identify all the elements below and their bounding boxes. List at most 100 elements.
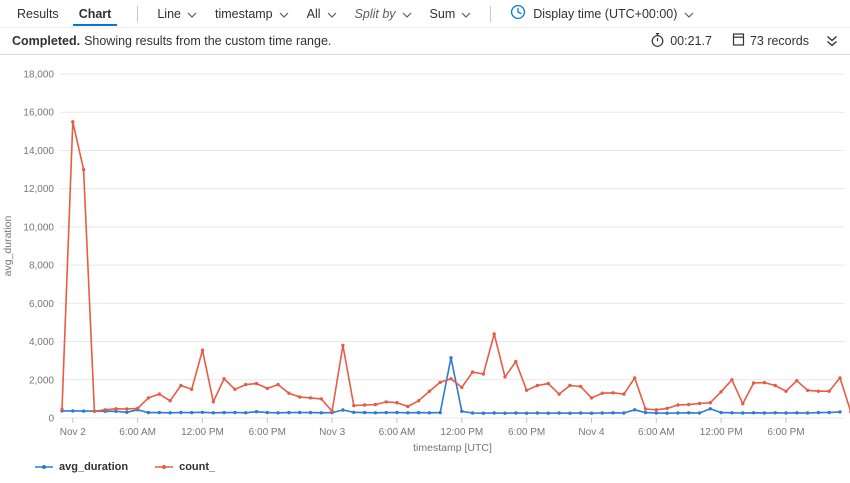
data-point [697,401,702,406]
data-point [222,377,226,381]
data-point [265,386,269,391]
data-point [449,356,453,360]
data-point [71,409,75,413]
y-axis-tick-label: 0 [48,414,54,425]
data-point [568,411,572,415]
chevron-down-icon [327,7,337,21]
legend-item-avg-duration[interactable]: avg_duration [34,461,128,473]
x-axis-tick-label: 12:00 PM [440,427,483,438]
x-axis-dropdown[interactable]: timestamp [215,7,289,21]
data-point [179,410,183,415]
data-point [427,411,432,415]
data-point [535,383,540,388]
data-point [827,410,831,415]
y-axis-tick-label: 8,000 [29,261,54,272]
status-completed-label: Completed. [12,34,81,48]
elapsed-time-value: 00:21.7 [670,34,712,48]
data-point [308,410,313,415]
data-point [805,411,810,415]
x-axis-title: timestamp [UTC] [413,442,492,454]
data-point [298,395,302,399]
x-axis-tick-label: 12:00 PM [700,427,743,438]
toolbar-divider [137,5,139,22]
data-point [114,409,118,413]
data-point [524,388,529,392]
data-point [751,411,756,415]
data-point [816,410,821,415]
data-point [298,410,302,415]
data-point [470,411,475,415]
data-point [233,387,237,391]
y-axis-tick-label: 16,000 [23,108,54,119]
x-axis-tick-label: 6:00 AM [119,427,156,438]
data-point [438,410,442,415]
timechart-area: 0 2,000 4,000 6,000 8,000 10,000 12,000 14,000 1… [0,55,850,459]
split-by-dropdown[interactable]: Split by [355,7,412,21]
data-point [276,382,280,387]
chevron-down-icon [187,7,197,21]
data-point [233,410,237,415]
data-point [352,403,356,408]
stopwatch-icon [650,32,665,51]
data-point [643,407,648,411]
y-axis-tick-label: 18,000 [23,70,54,81]
data-point [362,410,367,415]
y-axis-tick-label: 6,000 [29,299,54,310]
aggregation-dropdown[interactable]: Sum [430,7,472,21]
data-point [773,383,777,388]
records-count-value: 73 records [749,34,809,48]
data-point [622,392,626,396]
timechart-canvas[interactable]: 0 2,000 4,000 6,000 8,000 10,000 12,000 14,000 1… [0,55,850,459]
data-point [460,385,464,390]
query-status-bar: Completed. Showing results from the custo… [0,28,850,55]
y-axis-dropdown[interactable]: All [307,7,337,21]
tab-results[interactable]: Results [17,7,59,21]
data-point [535,411,540,415]
data-point [449,377,453,381]
chevron-down-icon [402,7,412,21]
data-point [211,400,215,404]
data-point [265,410,269,415]
data-point [719,410,723,415]
data-point [319,397,323,401]
data-point [460,409,464,413]
data-point [730,378,734,382]
data-point [805,388,810,392]
data-point [71,120,75,124]
display-time-dropdown[interactable]: Display time (UTC+00:00) [510,4,694,23]
data-point [719,390,723,394]
data-point [470,370,475,374]
data-point [190,387,194,391]
data-point [200,348,205,352]
data-point [341,408,345,412]
data-point [254,381,259,386]
data-point [589,411,594,415]
data-point [611,411,615,415]
data-point [60,407,64,412]
legend-item-count[interactable]: count_ [154,461,215,473]
y-axis-tick-label: 2,000 [29,375,54,386]
data-point [492,332,496,336]
data-point [373,411,378,415]
data-point [568,383,572,388]
data-point [514,411,518,415]
data-point [81,409,86,413]
data-point [697,411,702,415]
data-point [125,407,129,411]
data-point [384,400,388,404]
series-line-avg_duration [62,356,841,415]
data-point [190,410,194,415]
data-point [135,406,140,411]
expand-results-double-chevron-icon[interactable] [826,35,838,48]
data-point [676,411,680,415]
data-point [557,392,561,396]
series-line-count_ [61,121,850,413]
x-axis-tick-label: Nov 2 [60,427,87,438]
chart-type-dropdown[interactable]: Line [157,7,197,21]
split-by-value: Split by [354,6,396,21]
data-point [308,396,313,400]
data-point [687,402,691,407]
data-point [773,411,777,415]
tab-chart[interactable]: Chart [72,2,117,26]
data-point [416,399,421,403]
